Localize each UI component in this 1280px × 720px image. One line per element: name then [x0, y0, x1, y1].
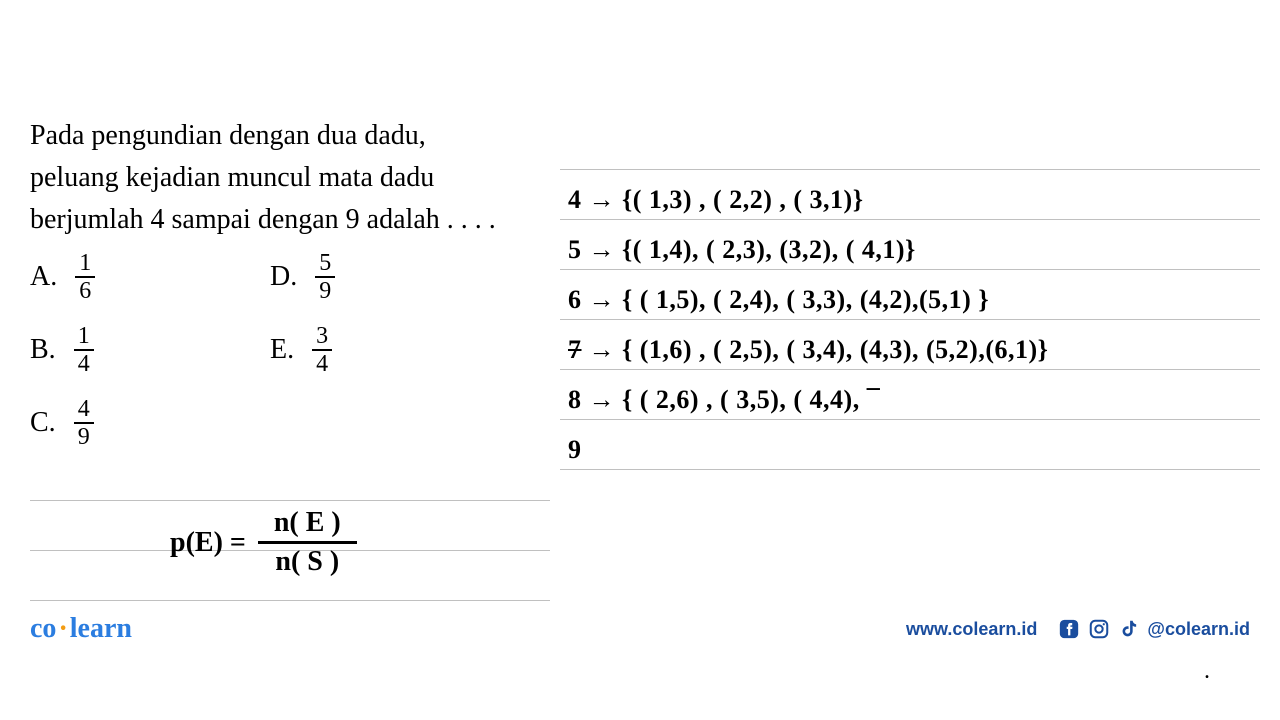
hw-strike-7: 7	[568, 335, 582, 364]
hw-line-4: 7 → { (1,6) , ( 2,5), ( 3,4), (4,3), (5,…	[560, 320, 1260, 370]
option-c-label: C.	[30, 407, 56, 439]
hw-line-5: 8 → { ( 2,6) , ( 3,5), ( 4,4), ¯	[560, 370, 1260, 420]
hw-sum-7: 7 → { (1,6) , ( 2,5), ( 3,4), (4,3), (5,…	[568, 335, 1048, 365]
social-handle: @colearn.id	[1147, 619, 1250, 640]
option-e: E. 3 4	[270, 323, 510, 378]
option-d-numerator: 5	[315, 250, 335, 278]
option-a-fraction: 1 6	[75, 250, 95, 305]
formula-numerator: n( E )	[258, 507, 357, 544]
option-d: D. 5 9	[270, 250, 510, 305]
hw-sum-8: 8 → { ( 2,6) , ( 3,5), ( 4,4), ¯	[568, 385, 880, 415]
answer-row-2: B. 1 4 E. 3 4	[30, 323, 510, 378]
option-e-denominator: 4	[312, 351, 332, 377]
option-b-denominator: 4	[74, 351, 94, 377]
formula-line-1: p(E) = n( E ) n( S )	[30, 501, 550, 551]
option-a-numerator: 1	[75, 250, 95, 278]
logo-co: co	[30, 613, 56, 644]
option-e-fraction: 3 4	[312, 323, 332, 378]
hw-sum-4: 4 → {( 1,3) , ( 2,2) , ( 3,1)}	[568, 185, 863, 215]
answer-options: A. 1 6 D. 5 9 B. 1 4 E. 3 4	[30, 250, 510, 468]
hw-sum-6: 6 → { ( 1,5), ( 2,4), ( 3,3), (4,2),(5,1…	[568, 285, 989, 315]
question-line-3: berjumlah 4 sampai dengan 9 adalah . . .…	[30, 199, 560, 241]
hw-line-blank	[560, 120, 1260, 170]
option-d-denominator: 9	[315, 278, 335, 304]
formula-line-2	[30, 551, 550, 601]
option-a-label: A.	[30, 261, 57, 293]
hw-line-6: 9	[560, 420, 1260, 470]
option-a: A. 1 6	[30, 250, 270, 305]
logo-learn: learn	[70, 613, 132, 644]
website-url: www.colearn.id	[906, 619, 1037, 640]
social-block: @colearn.id	[1057, 617, 1250, 641]
handwriting-block: 4 → {( 1,3) , ( 2,2) , ( 3,1)} 5 → {( 1,…	[560, 120, 1260, 470]
option-b-numerator: 1	[74, 323, 94, 351]
option-c-denominator: 9	[74, 424, 94, 450]
question-line-2: peluang kejadian muncul mata dadu	[30, 157, 560, 199]
option-c: C. 4 9	[30, 396, 270, 451]
hw-line-1: 4 → {( 1,3) , ( 2,2) , ( 3,1)}	[560, 170, 1260, 220]
hw-line-3: 6 → { ( 1,5), ( 2,4), ( 3,3), (4,2),(5,1…	[560, 270, 1260, 320]
footer-right: www.colearn.id @colearn.id	[906, 617, 1250, 641]
instagram-icon	[1087, 617, 1111, 641]
hw-line-2: 5 → {( 1,4), ( 2,3), (3,2), ( 4,1)}	[560, 220, 1260, 270]
option-b-fraction: 1 4	[74, 323, 94, 378]
stray-dot: .	[1204, 658, 1210, 685]
option-e-label: E.	[270, 334, 294, 366]
footer: co·learn www.colearn.id @colearn.id	[0, 613, 1280, 645]
facebook-icon	[1057, 617, 1081, 641]
option-c-fraction: 4 9	[74, 396, 94, 451]
option-c-numerator: 4	[74, 396, 94, 424]
option-b-label: B.	[30, 334, 56, 366]
logo-dot: ·	[58, 613, 67, 644]
hw-sum-7-rest: → { (1,6) , ( 2,5), ( 3,4), (4,3), (5,2)…	[582, 335, 1049, 364]
hw-sum-5: 5 → {( 1,4), ( 2,3), (3,2), ( 4,1)}	[568, 235, 916, 265]
option-e-numerator: 3	[312, 323, 332, 351]
option-d-label: D.	[270, 261, 297, 293]
answer-row-1: A. 1 6 D. 5 9	[30, 250, 510, 305]
option-a-denominator: 6	[75, 278, 95, 304]
answer-row-3: C. 4 9	[30, 396, 510, 451]
hw-sum-9: 9	[568, 435, 582, 465]
option-d-fraction: 5 9	[315, 250, 335, 305]
question-block: Pada pengundian dengan dua dadu, peluang…	[30, 115, 560, 241]
question-line-1: Pada pengundian dengan dua dadu,	[30, 115, 560, 157]
tiktok-icon	[1117, 617, 1141, 641]
formula-block: p(E) = n( E ) n( S )	[30, 500, 550, 601]
colearn-logo: co·learn	[30, 613, 132, 645]
option-b: B. 1 4	[30, 323, 270, 378]
